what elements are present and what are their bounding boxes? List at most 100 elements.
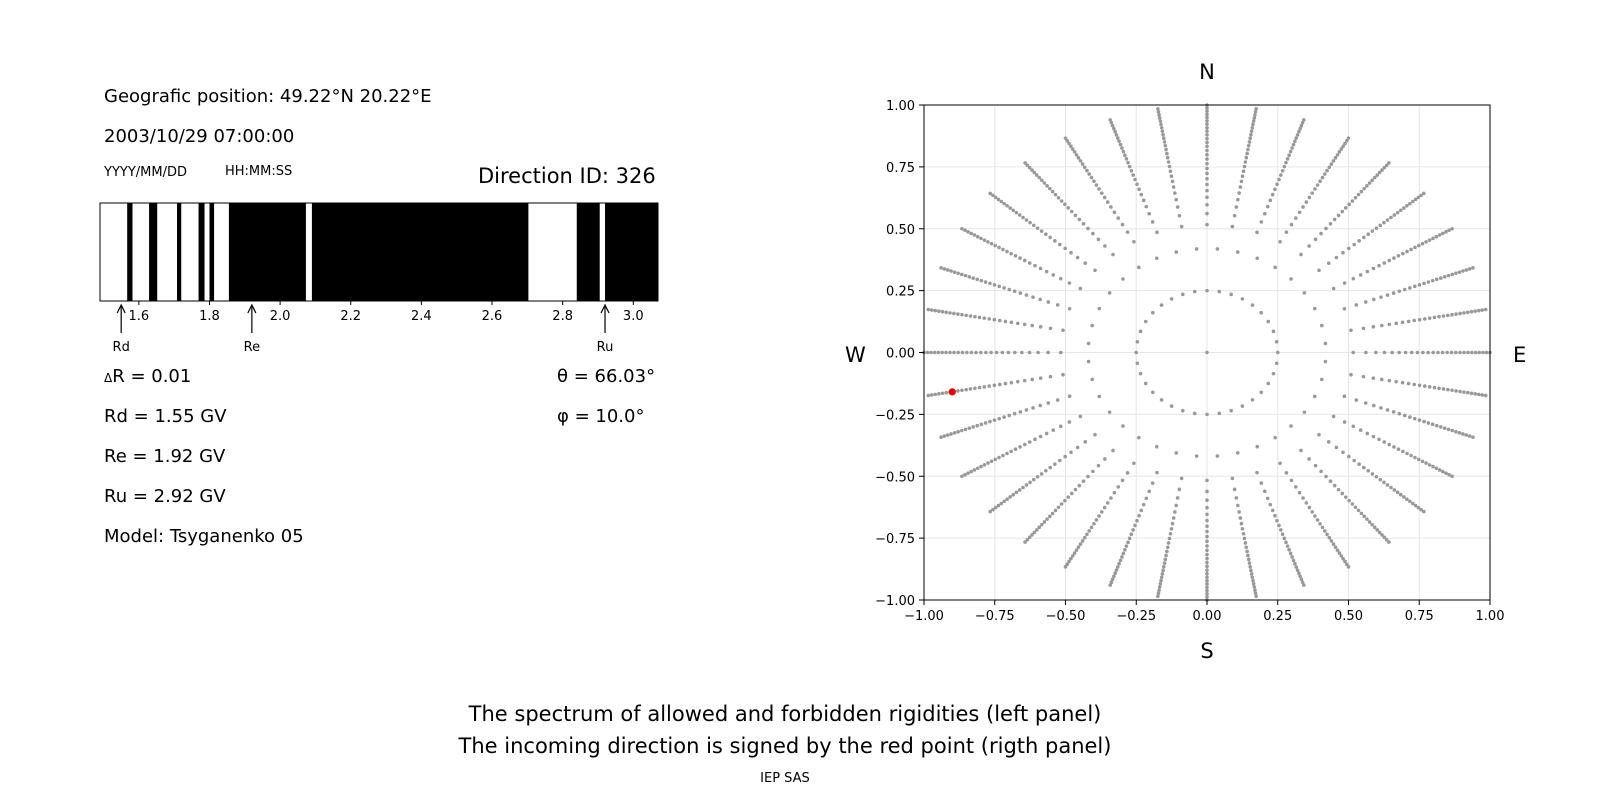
direction-point (1032, 170, 1037, 175)
direction-point (1417, 418, 1422, 422)
direction-point (1205, 489, 1209, 494)
direction-point (1022, 322, 1027, 327)
direction-point (1205, 585, 1209, 590)
direction-point (1205, 518, 1209, 523)
direction-point (1365, 517, 1369, 521)
direction-point (1043, 232, 1048, 236)
direction-point (1063, 565, 1068, 569)
direction-point (1143, 319, 1148, 324)
direction-point (1040, 522, 1044, 527)
direction-point (1175, 496, 1180, 500)
x-tick-label: 2.6 (482, 309, 503, 324)
direction-point (989, 241, 994, 246)
direction-point (1141, 198, 1146, 203)
direction-point (1018, 291, 1023, 295)
direction-point (1370, 472, 1375, 476)
direction-point (1419, 193, 1423, 198)
direction-point (1065, 562, 1070, 566)
direction-point (1370, 522, 1374, 527)
direction-point (1118, 142, 1123, 147)
direction-point (937, 392, 941, 396)
direction-point (1205, 188, 1209, 193)
direction-point (1078, 542, 1083, 546)
direction-point (1072, 150, 1077, 154)
direction-point (1240, 527, 1245, 531)
direction-point (1317, 268, 1321, 273)
direction-point (1045, 517, 1049, 521)
direction-point (987, 384, 992, 388)
direction-point (1461, 432, 1465, 436)
delta-symbol: Δ (104, 371, 113, 385)
y-tick-label: 0.00 (886, 347, 915, 362)
direction-point (1382, 220, 1386, 225)
credit: IEP SAS (760, 771, 810, 786)
direction-point (1298, 574, 1302, 579)
direction-point (1391, 410, 1396, 414)
direction-point (1132, 239, 1136, 244)
direction-point (1035, 226, 1040, 230)
direction-point (1159, 303, 1164, 307)
direction-point (1382, 165, 1387, 170)
direction-point (1109, 496, 1113, 500)
direction-point (1320, 175, 1325, 180)
direction-point (1205, 552, 1209, 557)
direction-point (1337, 551, 1342, 555)
geographic-position: Geografic position: 49.22°N 20.22°E (104, 86, 432, 107)
direction-point (1205, 211, 1209, 216)
direction-point (1323, 529, 1327, 533)
direction-point (1150, 481, 1155, 485)
direction-point (963, 427, 968, 432)
direction-point (1254, 594, 1258, 599)
direction-point (1323, 359, 1328, 364)
direction-point (1253, 591, 1258, 596)
direction-point (1248, 564, 1253, 569)
direction-point (939, 435, 943, 439)
direction-point (1366, 469, 1371, 473)
direction-point (1279, 173, 1283, 177)
direction-point (1412, 318, 1417, 323)
direction-point (964, 387, 968, 392)
direction-point (1405, 204, 1409, 208)
direction-point (1205, 157, 1209, 161)
marker-label: Re (244, 340, 260, 355)
direction-point (1430, 422, 1435, 427)
direction-point (942, 267, 947, 271)
direction-point (1076, 545, 1081, 549)
direction-point (1421, 350, 1425, 355)
direction-point (1294, 136, 1299, 140)
direction-point (1394, 321, 1399, 326)
direction-point (997, 416, 1002, 421)
direction-point (1249, 132, 1253, 137)
direction-point (1450, 272, 1455, 277)
direction-point (1091, 231, 1095, 236)
direction-point (967, 275, 972, 279)
direction-point (1042, 520, 1047, 524)
direction-point (1125, 230, 1130, 234)
direction-point (1266, 381, 1271, 386)
direction-point (1290, 555, 1294, 559)
direction-point (969, 469, 973, 474)
direction-point (1080, 162, 1085, 166)
direction-point (1236, 197, 1240, 202)
direction-point (1250, 575, 1255, 580)
direction-point (988, 281, 992, 286)
direction-point (1243, 160, 1248, 164)
direction-point (1205, 166, 1209, 171)
x-tick-label: 1.8 (199, 309, 220, 324)
direction-point (1157, 116, 1162, 120)
direction-point (1298, 126, 1302, 131)
direction-point (1312, 394, 1317, 399)
direction-point (1284, 540, 1288, 545)
direction-point (1244, 155, 1249, 160)
direction-point (1379, 323, 1384, 328)
direction-point (1205, 556, 1209, 561)
direction-point (963, 273, 968, 278)
direction-point (982, 316, 987, 320)
direction-point (1156, 109, 1161, 114)
direction-point (1040, 178, 1044, 183)
direction-point (992, 418, 997, 422)
direction-point (1002, 201, 1006, 206)
direction-point (1313, 463, 1318, 468)
direction-point (1380, 533, 1384, 537)
direction-point (1177, 487, 1182, 492)
